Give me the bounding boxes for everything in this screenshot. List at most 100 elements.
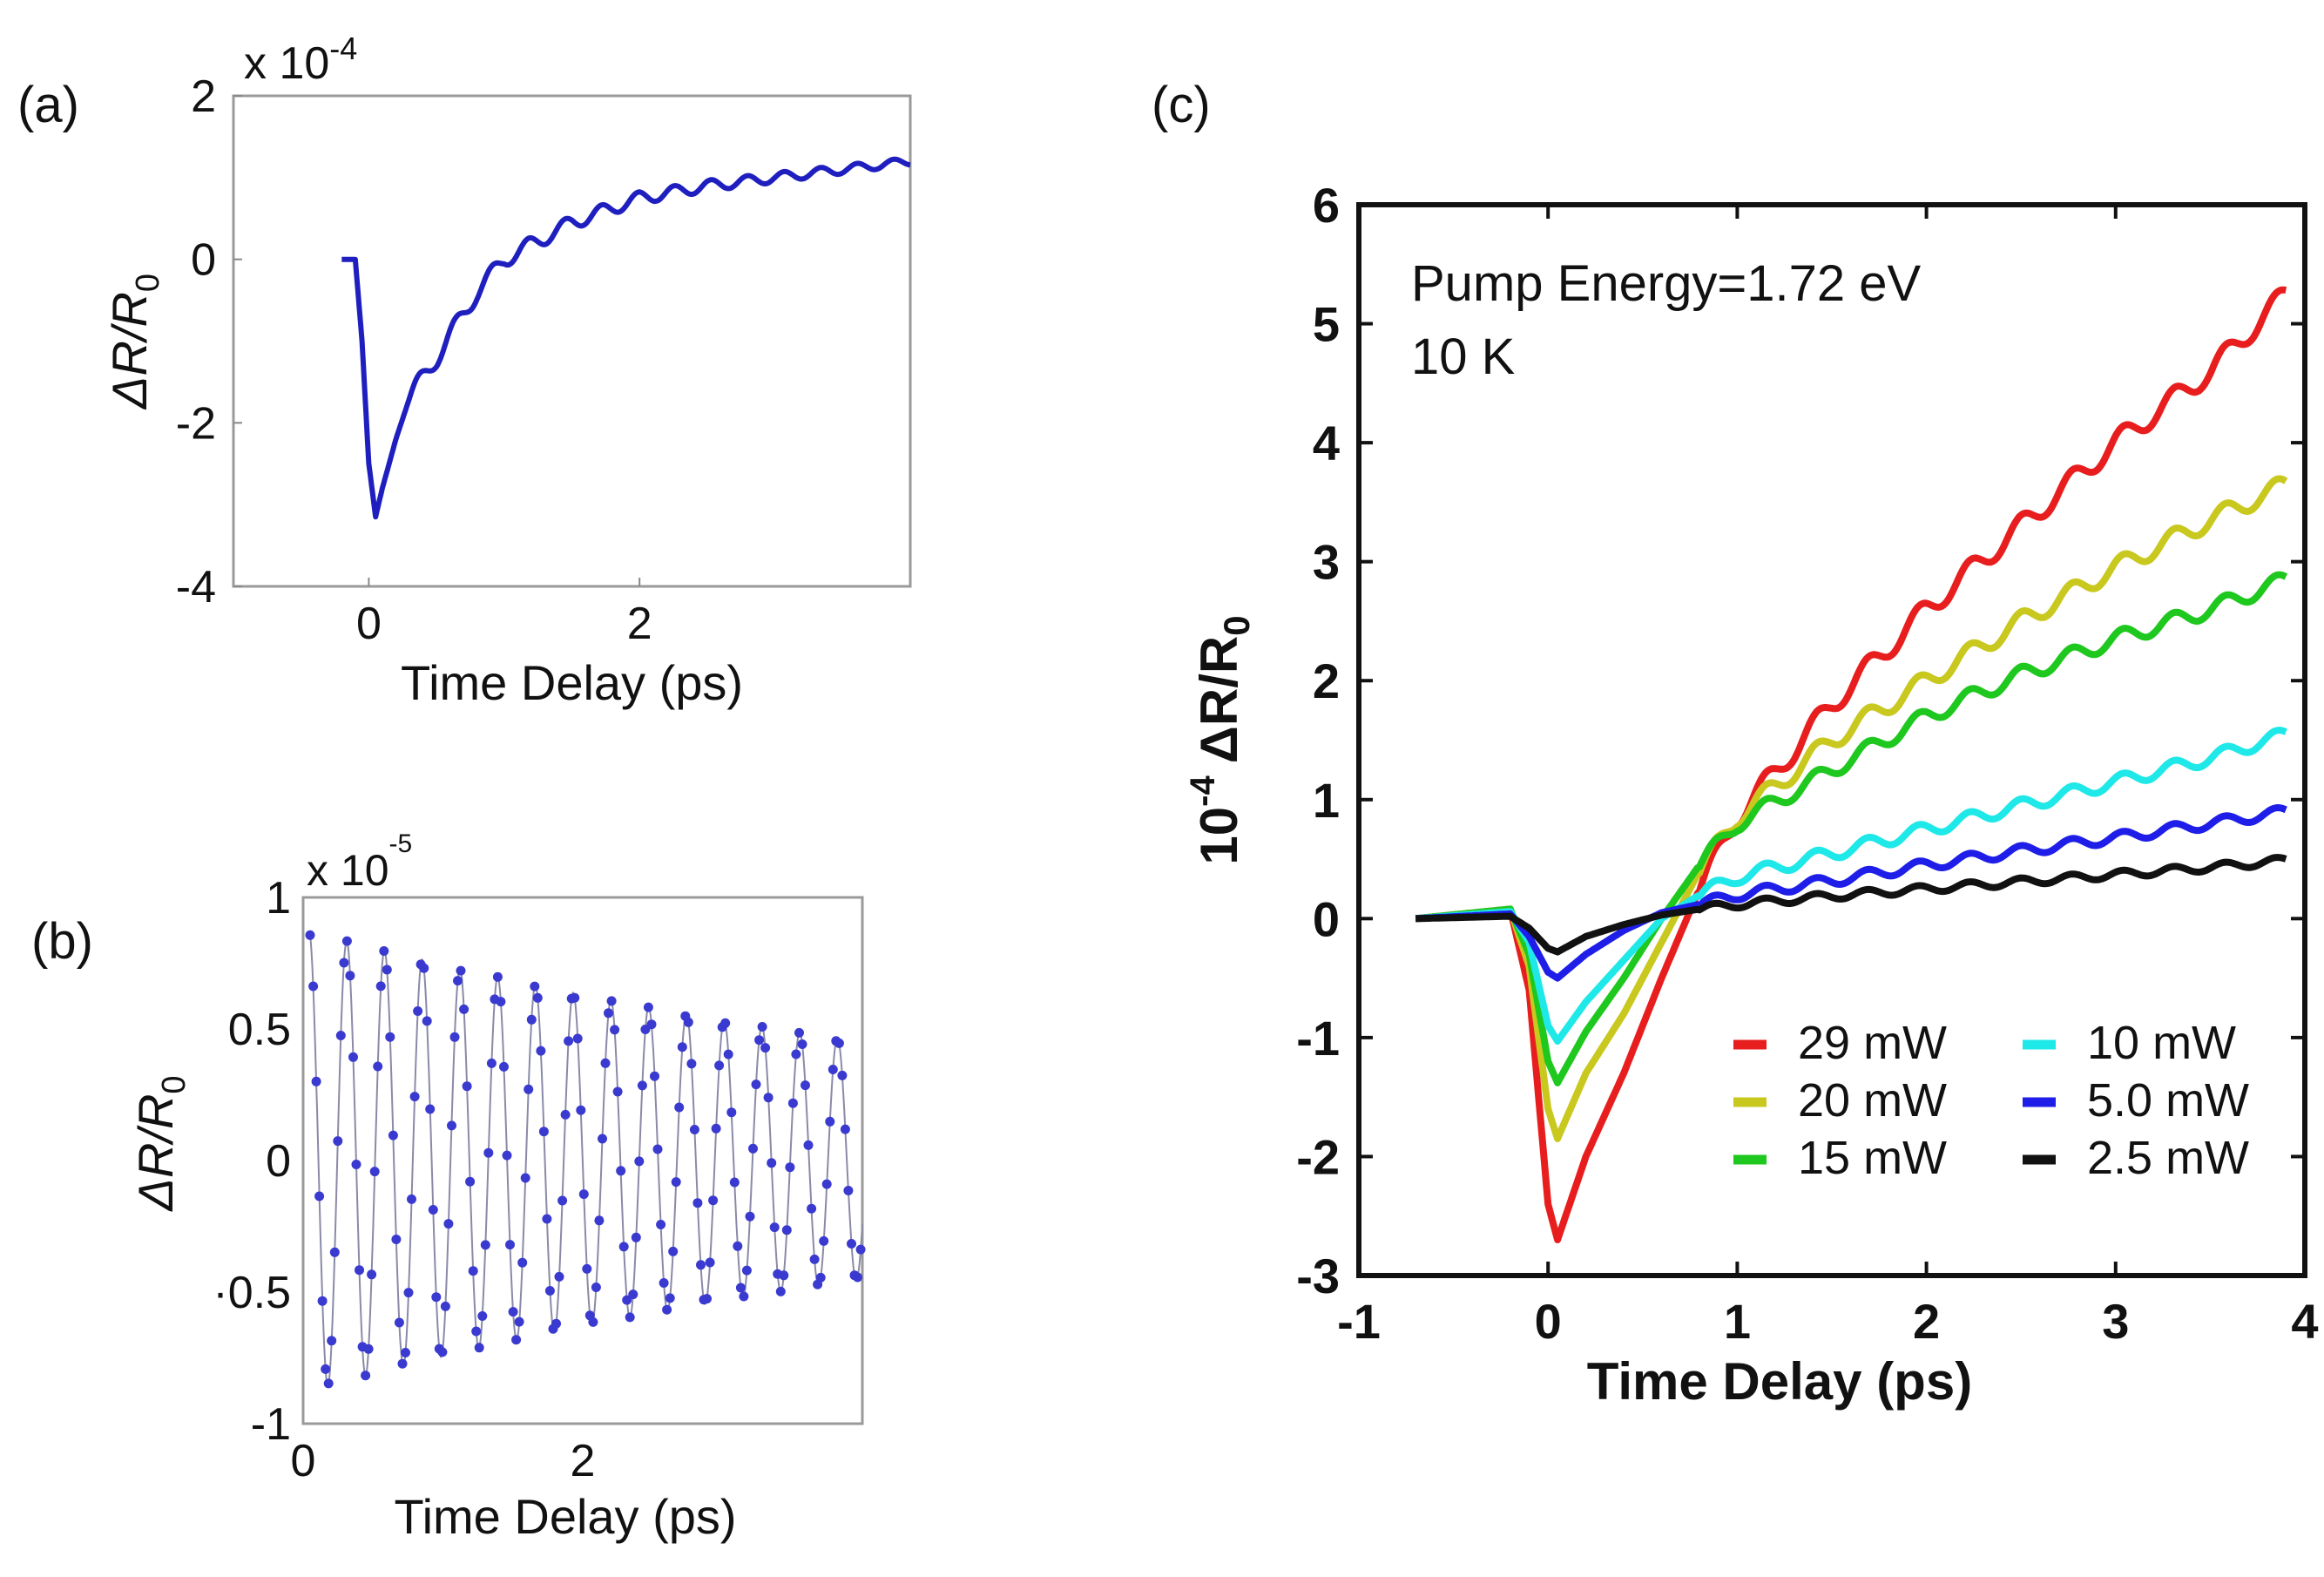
panel-b-data-point [652, 1144, 663, 1154]
panel-b-data-point [656, 1220, 666, 1229]
panel-b-data-point [662, 1304, 672, 1315]
panel-b-data-point [779, 1270, 789, 1281]
panel-b-data-point [443, 1219, 454, 1229]
panel-b-data-point [650, 1071, 659, 1081]
panel-b-data-point [745, 1211, 755, 1222]
panel-b-data-point [339, 958, 349, 968]
panel-b-data-point [815, 1272, 826, 1283]
panel-b-data-point [616, 1166, 626, 1176]
panel-b-data-point [323, 1378, 334, 1389]
panel-c-annotation: Pump Energy=1.72 eV [1411, 255, 1922, 312]
panel-b-data-point [578, 1189, 589, 1200]
panel-b-data-point [308, 981, 319, 992]
panel-b-data-point [825, 1116, 835, 1127]
panel-b-data-point [803, 1140, 814, 1150]
panel-a-xtick-label: 0 [356, 599, 382, 649]
panel-b-data-point [314, 1191, 325, 1201]
panel-b-data-point [708, 1195, 719, 1206]
panel-b-data-point [665, 1293, 675, 1303]
panel-c-legend-label: 15 mW [1798, 1132, 1947, 1184]
panel-c: (c) -1 0 1 2 3 4 -3 -2 -1 0 1 2 3 4 5 6 Time Delay (ps) 10… [1152, 77, 2319, 1411]
panel-b-data-point [505, 1240, 515, 1250]
panel-b-data-point [462, 1081, 472, 1092]
panel-b-label: (b) [31, 913, 93, 970]
panel-b-data-point [733, 1241, 743, 1251]
panel-b-data-point [598, 1134, 607, 1144]
panel-b-data-point [628, 1289, 638, 1300]
panel-b-data-point [471, 1326, 482, 1337]
panel-b-data-point [757, 1022, 767, 1032]
panel-c-ytick-label: -2 [1296, 1129, 1340, 1184]
panel-b-data-point [705, 1257, 715, 1268]
panel-b-data-point [751, 1080, 761, 1090]
panel-b-data-point [375, 981, 386, 992]
panel-c-legend-label: 29 mW [1798, 1017, 1947, 1069]
panel-b-data-point [447, 1120, 456, 1131]
panel-b-data-point [511, 1335, 522, 1345]
panel-b-data-point [557, 1195, 568, 1206]
panel-c-ylabel: 10-4ΔR/R0 [1184, 615, 1257, 864]
panel-b-ytick-label: -1 [251, 1399, 291, 1450]
panel-b-data-point [696, 1260, 706, 1270]
panel-b-data-point [311, 1076, 321, 1086]
panel-b-data-point [499, 1061, 509, 1072]
panel-b-data-point [367, 1269, 377, 1280]
panel-b-data-point [431, 1292, 442, 1303]
panel-b-data-point [692, 1198, 703, 1208]
panel-b-data-point [517, 1257, 528, 1268]
panel-b-data-point [437, 1347, 448, 1357]
panel-b-data-point [477, 1311, 488, 1321]
panel-b-data-point [634, 1156, 645, 1167]
panel-b-data-point [413, 1006, 423, 1016]
panel-b-data-point [855, 1244, 866, 1255]
panel-b-data-point [542, 1214, 552, 1224]
panel-c-legend-label: 2.5 mW [2087, 1132, 2249, 1184]
panel-c-xtick-label: 3 [2102, 1294, 2129, 1349]
panel-b-data-point [520, 1173, 530, 1183]
panel-b-data-point [631, 1232, 641, 1242]
panel-b-data-point [600, 1058, 611, 1068]
panel-b-data-point [551, 1318, 561, 1329]
panel-b-data-point [391, 1235, 402, 1244]
panel-b-data-point [612, 1086, 623, 1097]
panel-b-data-point [711, 1123, 721, 1134]
panel-b-data-point [486, 1058, 497, 1068]
panel-b-data-point [502, 1150, 512, 1161]
panel-b-data-point [526, 1014, 537, 1025]
panel-c-legend-label: 5.0 mW [2087, 1074, 2249, 1127]
panel-a-xlabel: Time Delay (ps) [401, 655, 743, 710]
panel-b-data-point [853, 1272, 862, 1283]
panel-b-data-point [821, 1179, 832, 1189]
panel-b-data-point [317, 1296, 328, 1306]
panel-b-data-point [646, 1019, 657, 1030]
panel-b-data-point [536, 1046, 546, 1056]
panel-c-xtick-label: 4 [2291, 1294, 2318, 1349]
panel-b-data-point [775, 1286, 786, 1296]
panel-b-data-point [739, 1291, 749, 1302]
panel-b-data-point [459, 1004, 470, 1014]
panel-b-data-point [714, 1060, 725, 1071]
panel-b-data-point [677, 1042, 687, 1052]
panel-b-data-point [735, 1283, 746, 1293]
panel-b-data-point [591, 1283, 601, 1292]
panel-b-data-point [785, 1162, 795, 1173]
panel-b-data-point [564, 1036, 574, 1046]
panel-b-data-point [355, 1265, 364, 1276]
panel-c-xtick-label: -1 [1337, 1294, 1381, 1349]
panel-a-xtick-label: 2 [627, 599, 652, 649]
panel-b-data-point [837, 1070, 848, 1080]
panel-c-legend-label: 10 mW [2087, 1017, 2236, 1069]
panel-c-ytick-label: 6 [1313, 178, 1340, 233]
panel-b-data-point [305, 930, 315, 940]
panel-b-data-point [321, 1364, 331, 1374]
panel-c-ytick-label: 0 [1313, 891, 1340, 946]
panel-b-data-point [674, 1102, 685, 1113]
panel-b-data-point [726, 1107, 737, 1118]
panel-c-xtick-label: 2 [1913, 1294, 1940, 1349]
panel-b-data-point [514, 1316, 524, 1327]
panel-a-ytick-label: -4 [176, 562, 216, 613]
panel-b-data-point [397, 1358, 408, 1369]
panel-b-data-point [683, 1017, 693, 1027]
panel-b-data-point [622, 1295, 632, 1305]
panel-b-data-point [394, 1317, 404, 1328]
